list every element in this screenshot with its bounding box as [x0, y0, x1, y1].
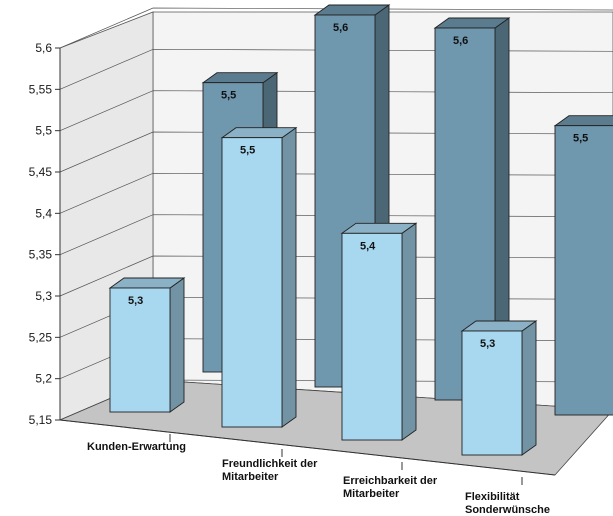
data-label: 5,4	[360, 240, 376, 252]
front-bar-3: 5,3	[460, 320, 538, 456]
bar-side	[169, 277, 185, 413]
y-tick-label: 5,25	[29, 330, 53, 344]
y-tick-label: 5,35	[29, 248, 53, 262]
bar-side	[521, 320, 537, 456]
data-label: 5,3	[128, 295, 143, 307]
bar-side	[281, 126, 297, 428]
category-label: Mitarbeiter	[343, 488, 400, 500]
y-tick-label: 5,5	[35, 124, 52, 138]
y-tick-label: 5,4	[35, 206, 52, 220]
data-label: 5,6	[453, 35, 468, 47]
y-tick-label: 5,55	[29, 82, 53, 96]
x-axis-line	[59, 419, 556, 476]
bars: 5,5 5,6 5,6 5,5 5,3 5,5 5,4 5,3	[108, 4, 613, 456]
bar-front	[221, 137, 283, 428]
data-label: 5,5	[221, 90, 236, 102]
bar-front	[341, 232, 403, 441]
bar-front	[461, 330, 523, 456]
gridline	[59, 7, 613, 49]
bar-side	[401, 222, 417, 441]
y-tick-label: 5,45	[29, 165, 53, 179]
front-bar-0: 5,3	[108, 277, 186, 413]
y-tick-label: 5,15	[29, 413, 53, 427]
data-label: 5,5	[240, 145, 255, 157]
front-bar-1: 5,5	[220, 126, 298, 428]
category-label: Freundlichkeit der	[222, 458, 318, 470]
y-axis: 5,15 5,2 5,25 5,3 5,35 5,4 5,45 5,5 5,55 5,6	[29, 41, 556, 476]
y-tick-label: 5,6	[35, 41, 52, 55]
category-label: Erreichbarkeit der	[343, 475, 438, 487]
data-label: 5,5	[573, 133, 588, 145]
category-label: Mitarbeiter	[222, 471, 279, 483]
data-label: 5,6	[333, 22, 348, 34]
y-tick-label: 5,2	[35, 372, 52, 386]
bar-front	[109, 287, 171, 413]
category-label: Kunden-Erwartung	[87, 441, 186, 453]
category-label: Sonderwünsche	[465, 504, 550, 516]
category-label: Flexibilität	[465, 491, 520, 503]
back-bar-3: 5,5	[553, 115, 613, 416]
y-tick-label: 5,3	[35, 289, 52, 303]
bar-front	[554, 125, 613, 416]
data-label: 5,3	[480, 338, 495, 350]
front-bar-2: 5,4	[340, 222, 418, 441]
